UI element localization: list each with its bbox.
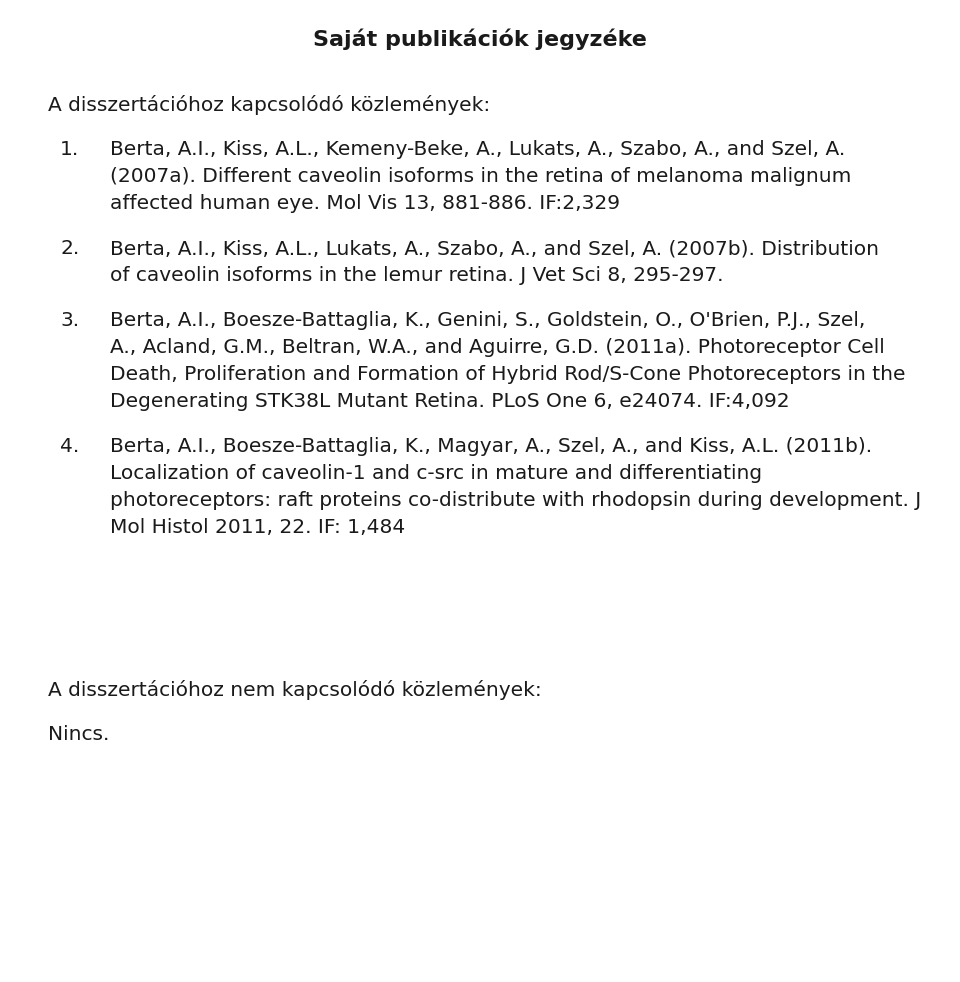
Text: Saját publikációk jegyzéke: Saját publikációk jegyzéke bbox=[313, 28, 647, 49]
Text: Death, Proliferation and Formation of Hybrid Rod/S-Cone Photoreceptors in the: Death, Proliferation and Formation of Hy… bbox=[110, 365, 905, 384]
Text: A disszertációhoz nem kapcsolódó közlemények:: A disszertációhoz nem kapcsolódó közlemé… bbox=[48, 680, 541, 700]
Text: affected human eye. Mol Vis 13, 881-886. IF:2,329: affected human eye. Mol Vis 13, 881-886.… bbox=[110, 194, 620, 213]
Text: (2007a). Different caveolin isoforms in the retina of melanoma malignum: (2007a). Different caveolin isoforms in … bbox=[110, 167, 852, 186]
Text: A disszertációhoz kapcsolódó közlemények:: A disszertációhoz kapcsolódó közlemények… bbox=[48, 95, 491, 115]
Text: Berta, A.I., Kiss, A.L., Lukats, A., Szabo, A., and Szel, A. (2007b). Distributi: Berta, A.I., Kiss, A.L., Lukats, A., Sza… bbox=[110, 239, 879, 258]
Text: Mol Histol 2011, 22. IF: 1,484: Mol Histol 2011, 22. IF: 1,484 bbox=[110, 518, 405, 537]
Text: 3.: 3. bbox=[60, 311, 79, 330]
Text: 1.: 1. bbox=[60, 140, 80, 159]
Text: Berta, A.I., Boesze-Battaglia, K., Magyar, A., Szel, A., and Kiss, A.L. (2011b).: Berta, A.I., Boesze-Battaglia, K., Magya… bbox=[110, 437, 872, 456]
Text: Degenerating STK38L Mutant Retina. PLoS One 6, e24074. IF:4,092: Degenerating STK38L Mutant Retina. PLoS … bbox=[110, 392, 790, 411]
Text: Berta, A.I., Kiss, A.L., Kemeny-Beke, A., Lukats, A., Szabo, A., and Szel, A.: Berta, A.I., Kiss, A.L., Kemeny-Beke, A.… bbox=[110, 140, 845, 159]
Text: of caveolin isoforms in the lemur retina. J Vet Sci 8, 295-297.: of caveolin isoforms in the lemur retina… bbox=[110, 266, 724, 285]
Text: 2.: 2. bbox=[60, 239, 80, 258]
Text: Localization of caveolin-1 and c-src in mature and differentiating: Localization of caveolin-1 and c-src in … bbox=[110, 464, 762, 483]
Text: Berta, A.I., Boesze-Battaglia, K., Genini, S., Goldstein, O., O'Brien, P.J., Sze: Berta, A.I., Boesze-Battaglia, K., Genin… bbox=[110, 311, 865, 330]
Text: A., Acland, G.M., Beltran, W.A., and Aguirre, G.D. (2011a). Photoreceptor Cell: A., Acland, G.M., Beltran, W.A., and Agu… bbox=[110, 338, 885, 357]
Text: 4.: 4. bbox=[60, 437, 80, 456]
Text: Nincs.: Nincs. bbox=[48, 725, 109, 744]
Text: photoreceptors: raft proteins co-distribute with rhodopsin during development. J: photoreceptors: raft proteins co-distrib… bbox=[110, 491, 922, 510]
